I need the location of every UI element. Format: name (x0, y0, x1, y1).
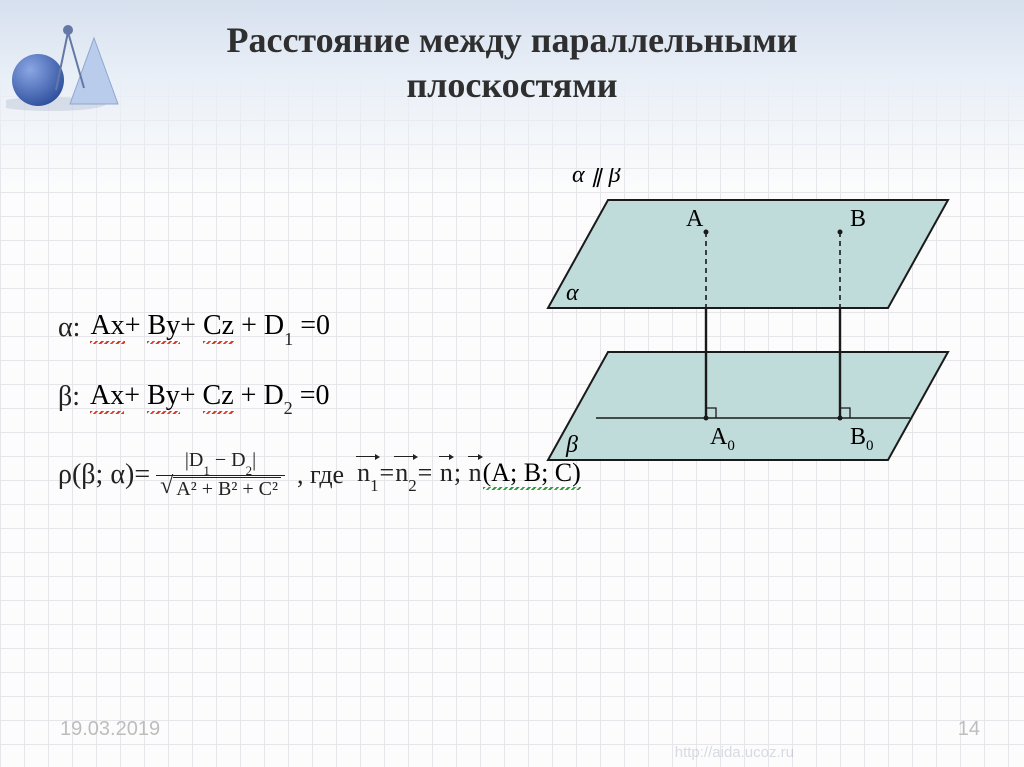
label-beta: β (565, 432, 578, 458)
rho-fraction: |D1 − D2| √ A² + B² + C² (156, 449, 285, 501)
label-b: B (850, 206, 866, 232)
eq-beta-body: Ax+ By+ Cz + D2 =0 (90, 380, 330, 416)
point-b0 (838, 416, 843, 421)
point-a0 (704, 416, 709, 421)
sqrt: √ A² + B² + C² (160, 477, 281, 501)
formulas-block: α: Ax+ By+ Cz + D1 =0 β: Ax+ By+ Cz + D2… (58, 310, 518, 501)
equation-rho: ρ(β; α)= |D1 − D2| √ A² + B² + C² , где … (58, 449, 518, 501)
equation-beta: β: Ax+ By+ Cz + D2 =0 (58, 380, 518, 416)
frac-den: √ A² + B² + C² (156, 476, 285, 501)
frac-num: |D1 − D2| (181, 449, 260, 475)
planes-diagram: α ∥ β A B α β A0 B0 (500, 168, 980, 498)
beta-label: β: (58, 381, 80, 413)
plane-beta (548, 352, 948, 460)
alpha-label: α: (58, 312, 80, 344)
label-alpha: α (566, 280, 579, 306)
footer-date: 19.03.2019 (60, 718, 160, 741)
point-a (704, 230, 709, 235)
equation-alpha: α: Ax+ By+ Cz + D1 =0 (58, 310, 518, 346)
label-a: A (686, 206, 704, 232)
watermark: http://aida.ucoz.ru (675, 744, 794, 761)
rho-label: ρ(β; α)= (58, 459, 150, 491)
footer-page: 14 (958, 718, 980, 741)
title-line-1: Расстояние между параллельными (0, 18, 1024, 63)
eq-alpha-body: Ax+ By+ Cz + D1 =0 (90, 310, 330, 346)
parallel-label: α ∥ β (572, 168, 621, 188)
page-title: Расстояние между параллельными плоскостя… (0, 18, 1024, 108)
point-b (838, 230, 843, 235)
where-label: , где (297, 460, 344, 490)
plane-alpha (548, 200, 948, 308)
title-line-2: плоскостями (0, 63, 1024, 108)
